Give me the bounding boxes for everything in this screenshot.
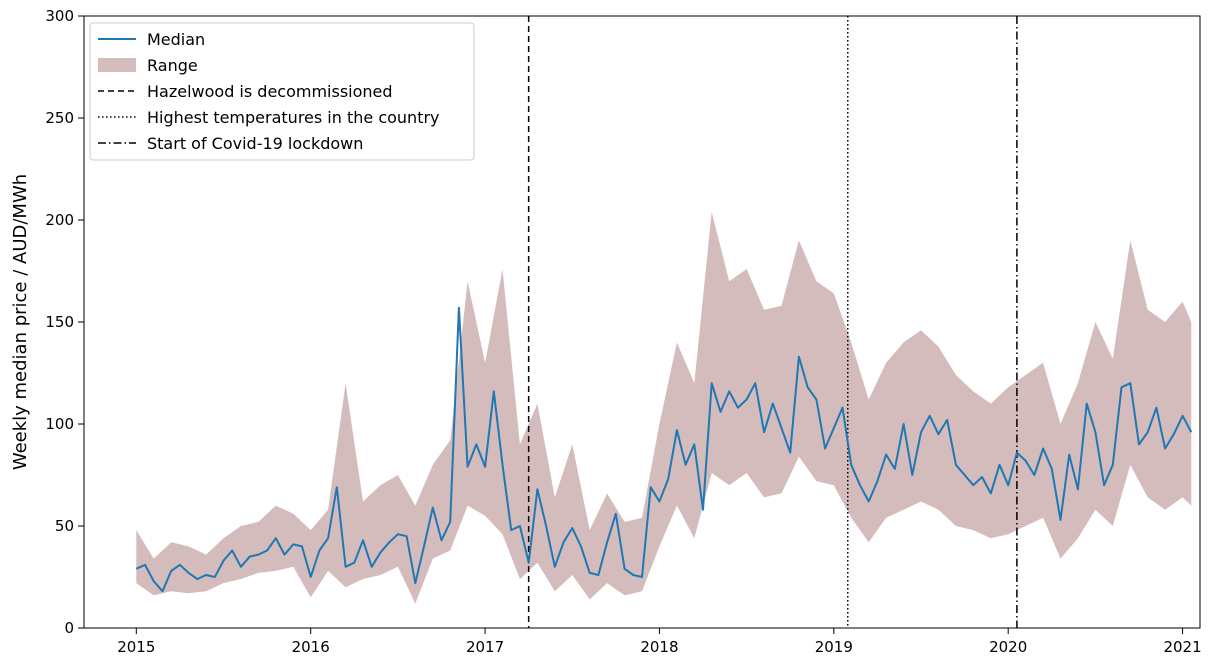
legend-label: Range [147,56,198,75]
x-tick-label: 2016 [292,638,330,656]
x-tick-label: 2020 [989,638,1027,656]
y-axis: 0 50 100 150 200 250 300 [45,7,84,637]
event-lines-layer [527,16,1018,628]
median-line [135,306,1193,593]
range-band-layer [136,211,1192,604]
legend-item: Highest temperatures in the country [98,108,440,127]
y-tick-label: 100 [45,415,74,433]
y-tick-label: 0 [64,619,74,637]
legend: Median Range Hazelwood is decommissioned Hi… [89,22,475,161]
y-tick-label: 200 [45,211,74,229]
median-line-layer [135,306,1193,593]
legend-label: Median [147,30,205,49]
legend-label: Highest temperatures in the country [147,108,440,127]
legend-item: Start of Covid-19 lockdown [98,134,363,153]
x-tick-label: 2015 [117,638,155,656]
legend-label: Hazelwood is decommissioned [147,82,393,101]
y-tick-label: 150 [45,313,74,331]
x-tick-label: 2018 [640,638,678,656]
x-tick-label: 2019 [815,638,853,656]
y-axis-title: Weekly median price / AUD/MWh [10,174,31,470]
legend-box [89,22,475,161]
plot-area [135,16,1193,628]
y-tick-label: 250 [45,109,74,127]
legend-label: Start of Covid-19 lockdown [147,134,363,153]
legend-item: Range [98,56,198,75]
x-tick-label: 2021 [1163,638,1201,656]
range-band [136,211,1192,604]
legend-swatch-range [98,58,136,72]
x-axis: 2015 2016 2017 2018 2019 2020 2021 [117,628,1202,656]
y-tick-label: 50 [55,517,74,535]
legend-item: Hazelwood is decommissioned [98,82,393,101]
x-tick-label: 2017 [466,638,504,656]
y-tick-label: 300 [45,7,74,25]
legend-item: Median [98,30,205,49]
